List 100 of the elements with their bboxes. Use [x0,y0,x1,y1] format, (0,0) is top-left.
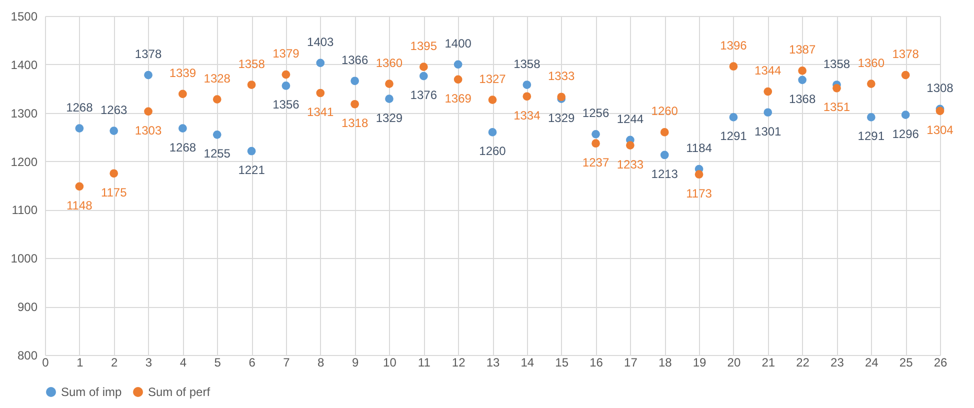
data-label: 1173 [686,186,712,200]
data-label: 1148 [66,198,93,212]
point [178,124,187,133]
data-label: 1369 [444,91,472,106]
x-tick-label: 4 [180,356,187,370]
point [866,80,876,88]
data-label: 1334 [514,108,541,122]
point [488,128,497,136]
data-label: 1328 [204,71,231,86]
point [592,130,600,138]
x-tick-label: 8 [318,356,325,370]
point [350,100,359,108]
x-tick-label: 22 [796,356,810,370]
data-label: 1268 [66,100,94,114]
point [110,169,118,178]
point [419,72,428,80]
data-label: 1237 [582,155,610,170]
data-label: 1291 [720,129,748,144]
data-label: 1387 [788,42,816,57]
data-label: 1395 [410,38,438,53]
data-label: 1291 [858,129,885,144]
data-label: 1360 [376,56,403,70]
point [522,92,532,101]
x-tick-label: 19 [692,356,707,370]
data-label: 1221 [238,163,266,178]
point [316,58,325,68]
data-label: 1378 [134,47,162,62]
point [764,87,772,96]
point [212,130,222,139]
point [522,80,532,89]
y-tick-label: 1400 [10,58,38,72]
point [798,76,806,84]
point [901,110,910,119]
data-label: 1329 [548,110,576,125]
x-tick-label: 1 [76,356,84,370]
data-label: 1329 [376,110,403,125]
point [75,124,84,133]
point [694,170,704,179]
data-label: 1308 [926,80,954,95]
data-label: 1233 [616,157,644,172]
x-tick-label: 2 [111,356,118,370]
data-label: 1175 [100,185,128,200]
y-tick-label: 900 [17,300,38,314]
data-label: 1344 [754,64,782,78]
point [866,113,876,122]
point [247,80,256,89]
x-tick-label: 21 [762,356,776,370]
x-tick-label: 9 [352,356,359,370]
data-label: 1303 [134,123,162,138]
x-tick-label: 25 [899,356,914,370]
data-label: 1213 [651,166,678,181]
data-label: 1260 [651,104,678,118]
data-label: 1378 [892,47,920,62]
x-tick-label: 15 [555,356,569,370]
point [247,146,256,156]
x-tick-label: 23 [830,356,844,370]
data-label: 1256 [582,106,610,120]
point [110,126,118,135]
x-tick-label: 3 [145,356,152,370]
data-label: 1260 [479,144,506,158]
data-label: 1358 [823,56,850,71]
x-tick-label: 16 [590,356,604,370]
data-label: 1356 [272,98,300,112]
data-label: 1333 [548,68,576,83]
point [419,62,428,72]
point [282,82,290,90]
x-tick-label: 14 [520,356,534,370]
y-tick-label: 1300 [10,106,38,120]
point [75,182,84,191]
y-tick-label: 1100 [12,203,38,218]
point [901,70,910,80]
point [626,141,634,150]
data-label: 1184 [686,141,712,156]
point [385,94,394,103]
x-tick-label: 11 [418,356,431,370]
point [454,75,462,84]
data-label: 1396 [720,38,748,52]
point [282,70,290,79]
point [454,60,462,69]
point [488,96,497,104]
y-tick-label: 1000 [10,252,38,266]
point [729,113,738,122]
data-label: 1263 [100,102,128,117]
point [144,107,152,116]
point [316,88,325,98]
y-tick-label: 1500 [10,10,38,24]
point [212,95,222,104]
data-label: 1339 [169,66,196,80]
x-tick-label: 12 [452,356,466,370]
data-label: 1244 [616,112,644,126]
x-tick-label: 10 [383,356,397,370]
x-tick-label: 26 [934,356,948,370]
data-label: 1255 [204,146,231,161]
x-tick-label: 7 [283,356,290,370]
point [660,150,669,160]
x-tick-label: 24 [864,356,879,370]
point [144,70,152,80]
data-label: 1360 [858,56,885,70]
data-label: 1318 [341,116,368,130]
point [764,108,772,117]
